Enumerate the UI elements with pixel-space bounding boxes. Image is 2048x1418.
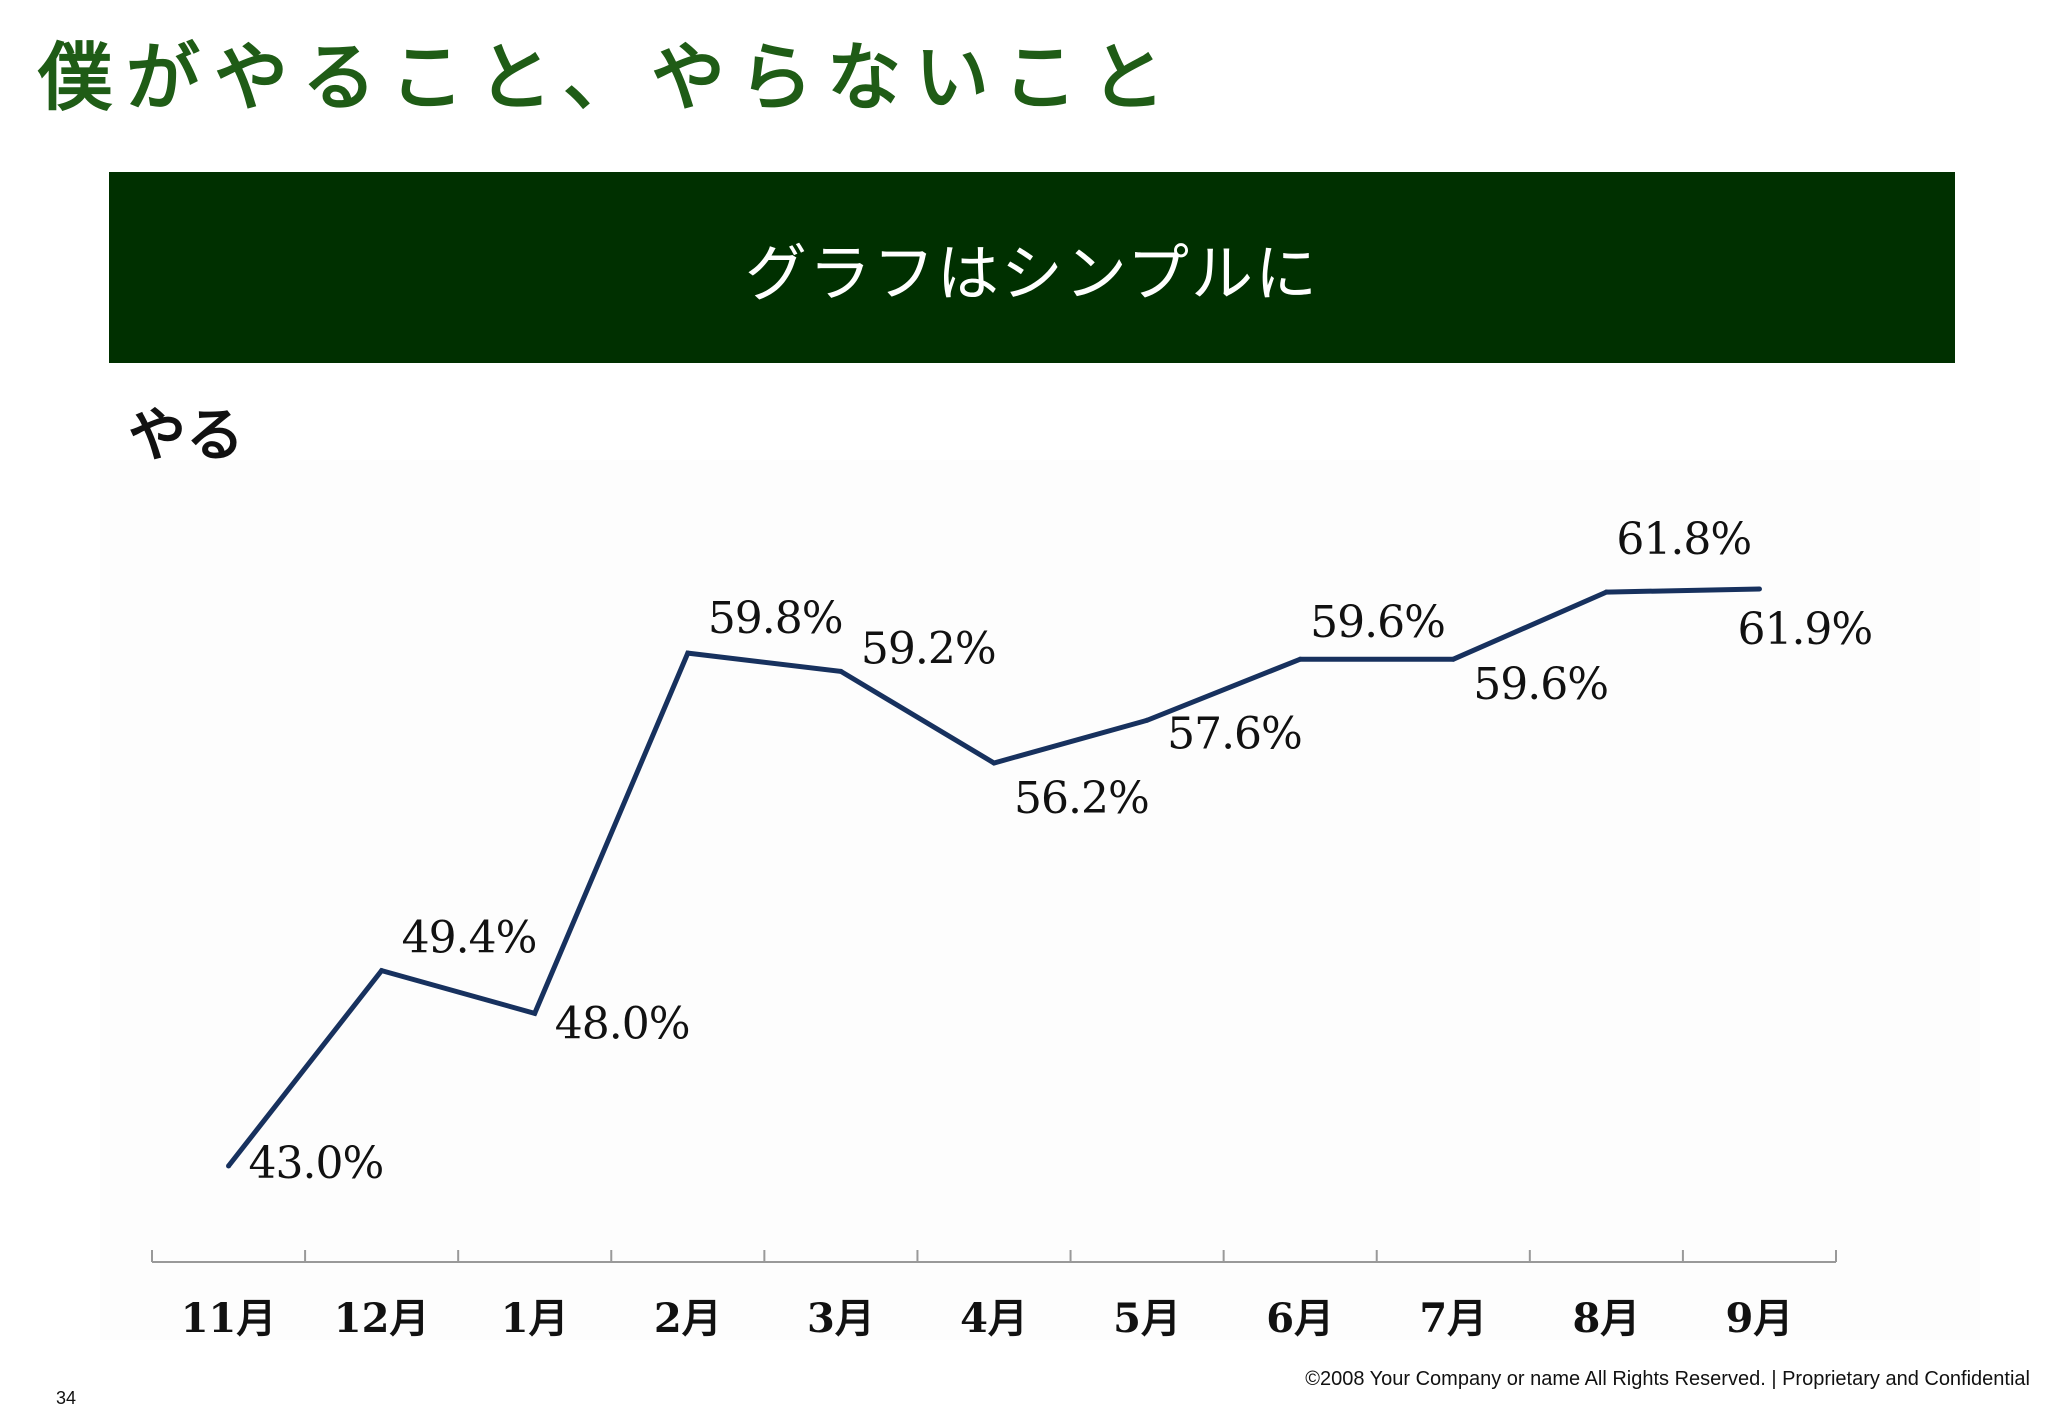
data-point bbox=[1603, 589, 1609, 595]
data-point bbox=[991, 760, 997, 766]
x-tick-label: 2月 bbox=[654, 1295, 722, 1340]
banner-text: グラフはシンプルに bbox=[744, 236, 1320, 310]
x-tick-label: 3月 bbox=[807, 1295, 875, 1340]
section-label: やる bbox=[128, 401, 245, 469]
line-chart: 11月 12月 1月 2月 3月 4月 5月 6月 7月 8月 9月 43.0% 49.4% 48.0% 5… bbox=[100, 460, 1980, 1340]
slide-title: 僕がやること、やらないこと bbox=[38, 35, 1180, 121]
data-label: 59.2% bbox=[861, 623, 996, 674]
data-label: 61.8% bbox=[1616, 514, 1751, 565]
footer-copyright: ©2008 Your Company or name All Rights Re… bbox=[1305, 1368, 2030, 1390]
data-label: 59.6% bbox=[1473, 659, 1608, 710]
data-label: 57.6% bbox=[1167, 708, 1302, 759]
data-point bbox=[1450, 656, 1456, 662]
data-point bbox=[1297, 656, 1303, 662]
data-label: 43.0% bbox=[249, 1138, 384, 1189]
chart-svg: 11月 12月 1月 2月 3月 4月 5月 6月 7月 8月 9月 43.0% 49.4% 48.0% 5… bbox=[151, 514, 1873, 1340]
data-label: 61.9% bbox=[1737, 604, 1872, 655]
x-tick-label: 6月 bbox=[1266, 1295, 1334, 1340]
data-label: 59.6% bbox=[1310, 597, 1445, 648]
x-tick-label: 7月 bbox=[1419, 1295, 1487, 1340]
x-tick-label: 4月 bbox=[960, 1295, 1028, 1340]
page-number: 34 bbox=[56, 1388, 77, 1408]
data-label: 59.8% bbox=[708, 593, 843, 644]
data-point bbox=[1756, 586, 1762, 592]
data-point bbox=[532, 1010, 538, 1016]
data-point bbox=[685, 650, 691, 656]
x-tick-label: 5月 bbox=[1113, 1295, 1181, 1340]
data-point bbox=[838, 668, 844, 674]
x-tick-label: 12月 bbox=[334, 1295, 430, 1340]
x-tick-label: 8月 bbox=[1572, 1295, 1640, 1340]
data-point bbox=[226, 1163, 232, 1169]
data-point bbox=[1144, 717, 1150, 723]
x-tick-label: 9月 bbox=[1726, 1295, 1794, 1340]
data-label: 56.2% bbox=[1014, 773, 1149, 824]
x-tick-label: 11月 bbox=[181, 1295, 277, 1340]
banner: グラフはシンプルに bbox=[109, 172, 1955, 363]
data-point bbox=[379, 968, 385, 974]
data-label: 49.4% bbox=[402, 913, 537, 964]
data-label: 48.0% bbox=[555, 998, 690, 1049]
x-tick-label: 1月 bbox=[501, 1295, 569, 1340]
